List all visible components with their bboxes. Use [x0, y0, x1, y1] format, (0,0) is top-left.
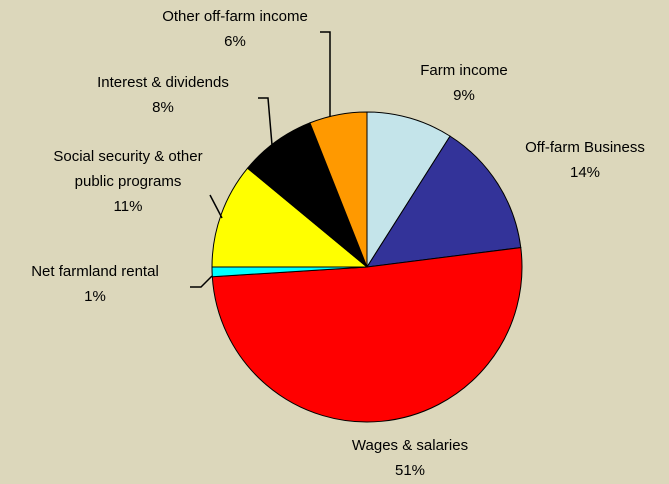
leader-line — [320, 31, 331, 117]
value-label: 6% — [224, 33, 246, 50]
pie-slice — [211, 247, 523, 423]
category-label: Farm income — [420, 62, 508, 79]
pie-slice — [309, 111, 368, 268]
slice-label: Other off-farm income 6% — [115, 4, 355, 54]
slice-label: Net farmland rental 1% — [0, 259, 190, 309]
value-label: 51% — [394, 462, 426, 479]
value-label: 9% — [453, 87, 475, 104]
pie-slice — [366, 135, 522, 268]
slice-label: Wages & salaries 51% — [310, 433, 510, 483]
leader-line — [190, 275, 213, 288]
slice-label: Social security & other public programs 1… — [48, 144, 208, 219]
category-label: Other off-farm income — [162, 8, 308, 25]
value-label: 8% — [152, 99, 174, 116]
leader-line — [258, 97, 273, 146]
value-label: 1% — [84, 288, 106, 305]
category-label: Off-farm Business — [525, 139, 645, 156]
leader-line — [209, 194, 223, 219]
category-label: Wages & salaries — [351, 437, 469, 454]
pie-slice — [366, 111, 451, 269]
value-label: 11% — [113, 198, 143, 215]
category-label: Social security & other public programs — [53, 148, 203, 190]
slice-label: Farm income 9% — [394, 58, 534, 108]
slice-label: Off-farm Business 14% — [500, 135, 669, 185]
slice-label: Interest & dividends 8% — [63, 70, 263, 120]
value-label: 14% — [569, 164, 601, 181]
pie-slice — [211, 167, 369, 268]
category-label: Net farmland rental — [31, 263, 159, 280]
category-label: Interest & dividends — [97, 74, 229, 91]
